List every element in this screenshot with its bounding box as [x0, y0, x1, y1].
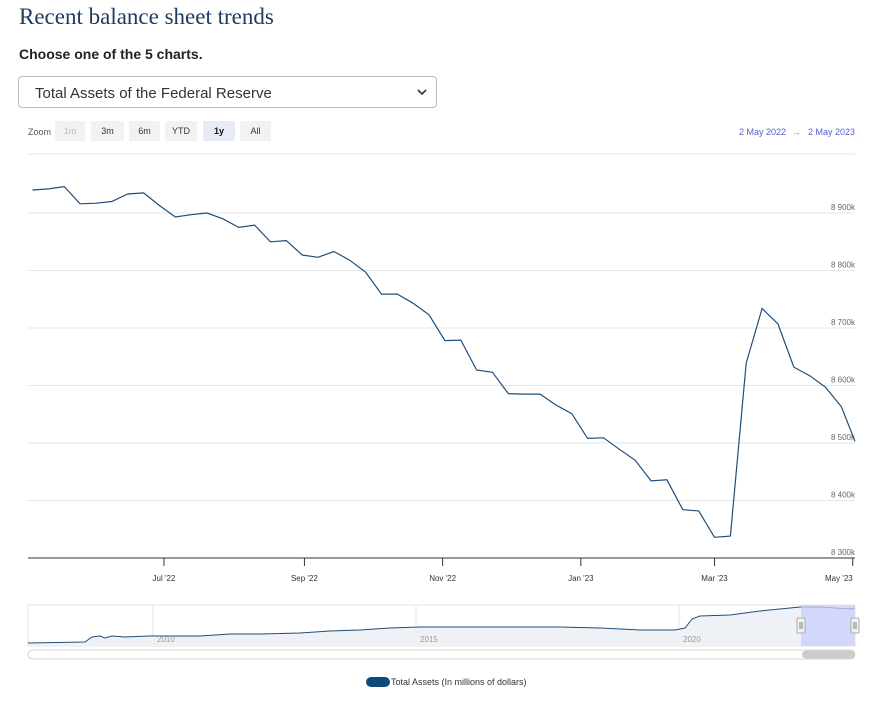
x-tick-label: May '23 — [825, 574, 853, 583]
navigator-series-line — [27, 606, 856, 644]
navigator-left-handle[interactable] — [796, 617, 806, 634]
chart-select[interactable]: Total Assets of the Federal Reserve — [18, 76, 437, 108]
y-tick-label: 8 900k — [831, 203, 856, 212]
y-gridlines — [28, 212, 855, 501]
range-separator: → — [792, 127, 801, 137]
zoom-1y-button[interactable]: 1y — [203, 121, 235, 141]
zoom-label: Zoom — [28, 127, 52, 137]
chevron-down-icon — [417, 89, 427, 96]
y-tick-label: 8 500k — [831, 433, 856, 442]
series-line-total-assets — [32, 185, 856, 538]
x-tick-label: Sep '22 — [291, 574, 318, 583]
navigator-label-2010: 2010 — [157, 635, 175, 644]
x-tick-label: Mar '23 — [701, 574, 728, 583]
range-from-input[interactable]: 2 May 2022 — [739, 127, 787, 137]
zoom-ytd-button[interactable]: YTD — [165, 121, 197, 141]
chart-chooser-prompt: Choose one of the 5 charts. — [19, 46, 203, 62]
legend-swatch — [366, 677, 390, 687]
x-tick-label: Jul '22 — [153, 574, 176, 583]
navigator-label-2020: 2020 — [683, 635, 701, 644]
zoom-3m-button[interactable]: 3m — [91, 121, 124, 141]
y-tick-label: 8 300k — [831, 548, 856, 557]
legend-item-total-assets[interactable]: Total Assets (In millions of dollars) — [391, 677, 527, 687]
range-to-input[interactable]: 2 May 2023 — [808, 127, 856, 137]
navigator[interactable]: 2010 2015 2020 — [27, 604, 860, 647]
navigator-scrollbar[interactable] — [27, 649, 856, 660]
page-title: Recent balance sheet trends — [19, 4, 274, 29]
scrollbar-thumb[interactable] — [802, 650, 855, 659]
y-axis-labels: 8 300k 8 400k 8 500k 8 600k 8 700k 8 800k 8 90… — [831, 203, 856, 557]
navigator-label-2015: 2015 — [420, 635, 438, 644]
scrollbar-track[interactable] — [27, 649, 856, 660]
x-axis-ticks: Jul '22 Sep '22 Nov '22 Jan '23 Mar '23 May '… — [153, 558, 853, 583]
y-tick-label: 8 800k — [831, 261, 856, 270]
y-tick-label: 8 400k — [831, 491, 856, 500]
navigator-right-handle[interactable] — [850, 617, 860, 634]
y-tick-label: 8 600k — [831, 376, 856, 385]
x-tick-label: Nov '22 — [429, 574, 456, 583]
zoom-1m-button[interactable]: 1m — [55, 121, 85, 141]
y-tick-label: 8 700k — [831, 318, 856, 327]
chart-select-value: Total Assets of the Federal Reserve — [35, 85, 272, 102]
zoom-6m-button[interactable]: 6m — [129, 121, 160, 141]
x-tick-label: Jan '23 — [568, 574, 594, 583]
zoom-all-button[interactable]: All — [240, 121, 271, 141]
navigator-area — [28, 607, 855, 646]
navigator-selection[interactable] — [801, 605, 855, 646]
